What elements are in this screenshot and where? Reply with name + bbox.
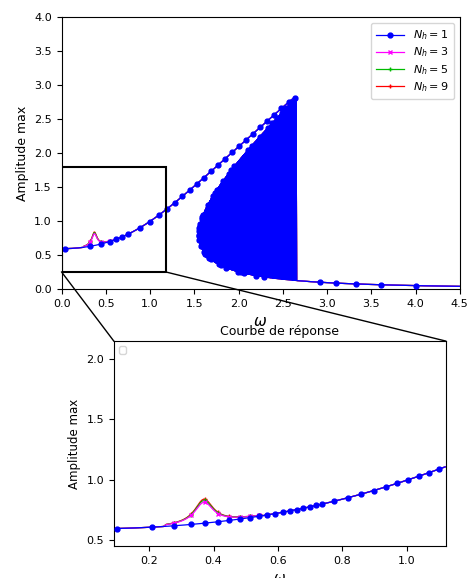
$N_h=1$ [196,231,201,238]
$N_h=5$ [196,231,201,238]
Y-axis label: Amplitude max: Amplitude max [68,398,81,489]
$N_h=5$ [206,254,211,261]
$N_h=1$ [204,252,210,259]
$N_h=3$ [206,254,211,261]
Line: $N_h=3$: $N_h=3$ [196,94,474,291]
$N_h=3$ [263,127,268,134]
Line: $N_h=1$: $N_h=1$ [196,94,474,291]
$N_h=1$ [293,94,299,101]
$N_h=1$ [252,272,257,279]
$N_h=1$ [263,127,268,134]
$N_h=9$ [206,254,211,261]
$N_h=1$ [206,254,211,261]
$N_h=9$ [293,94,299,101]
$N_h=5$ [204,252,210,259]
X-axis label: ω: ω [255,314,267,329]
Title: Courbe de réponse: Courbe de réponse [220,325,339,339]
$N_h=3$ [293,94,299,101]
$N_h=1$ [293,94,299,101]
Y-axis label: Amplitude max: Amplitude max [16,106,28,201]
$N_h=9$ [196,231,201,238]
Legend: $N_h=1$, $N_h=3$, $N_h=5$, $N_h=9$: $N_h=1$, $N_h=3$, $N_h=5$, $N_h=9$ [371,23,454,99]
Line: $N_h=9$: $N_h=9$ [196,94,474,291]
$N_h=9$ [204,252,210,259]
$N_h=5$ [263,127,268,134]
$N_h=5$ [293,94,299,101]
$N_h=3$ [293,94,299,101]
$N_h=1$ [213,260,219,266]
$N_h=9$ [293,94,299,101]
$N_h=3$ [196,231,201,238]
Bar [62,167,166,272]
$N_h=3$ [213,260,219,266]
X-axis label: ω: ω [274,572,285,578]
$N_h=5$ [293,94,299,101]
$N_h=9$ [263,127,268,134]
$N_h=9$ [213,260,219,266]
Line: $N_h=5$: $N_h=5$ [196,94,474,291]
$N_h=3$ [252,272,257,279]
$N_h=5$ [213,260,219,266]
$N_h=9$ [252,272,257,279]
$N_h=5$ [252,272,257,279]
$N_h=3$ [204,252,210,259]
Legend:  [118,346,127,354]
